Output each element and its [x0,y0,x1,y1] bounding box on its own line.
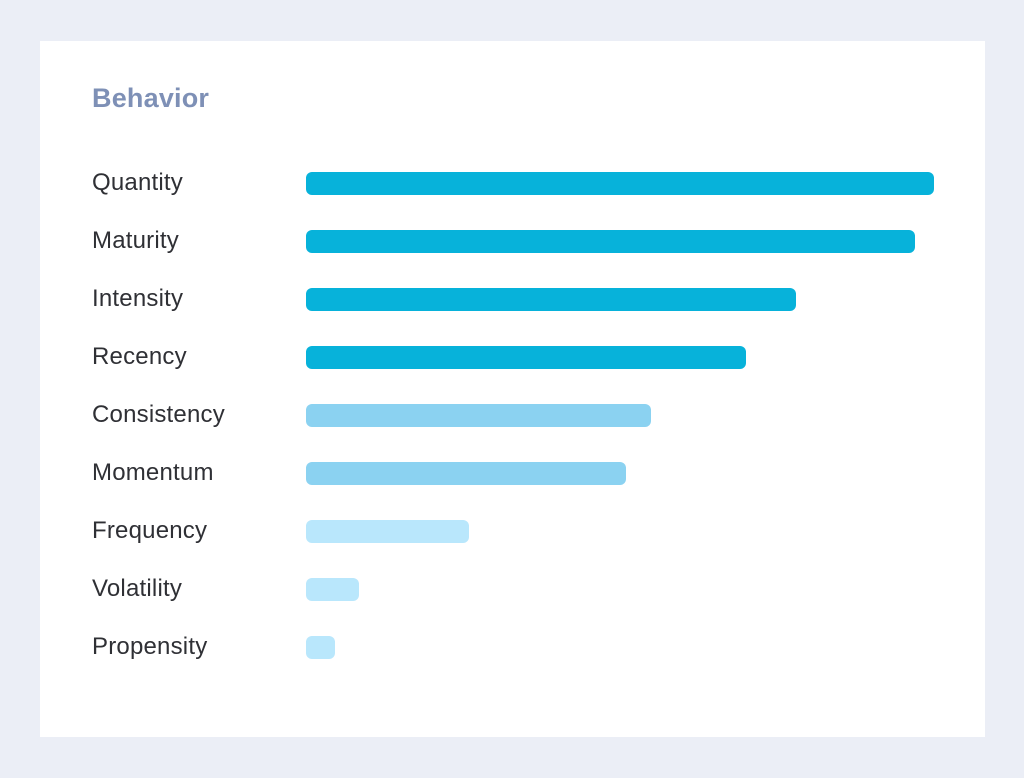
bar [306,519,470,543]
bar-track [306,345,934,369]
bar [306,577,360,601]
chart-row: Frequency [92,502,933,560]
category-label: Volatility [92,575,183,602]
bar [306,171,934,195]
category-label: Frequency [92,517,208,544]
bar [306,287,796,311]
category-label: Propensity [92,633,208,660]
bar-track [306,519,934,543]
category-label: Momentum [92,459,214,486]
behavior-card: Behavior Quantity Maturity Intensity Rec… [40,41,985,737]
bar-track [306,635,934,659]
bar [306,635,335,659]
chart-row: Consistency [92,386,933,444]
chart-row: Maturity [92,212,933,270]
chart-row: Quantity [92,154,934,212]
category-label: Intensity [92,285,184,312]
chart-row: Recency [92,328,933,386]
bar-track [306,403,934,427]
bar [306,229,916,253]
bar-track [306,461,934,485]
chart-row: Propensity [92,618,933,676]
bar-track [306,577,934,601]
bar-track [306,171,934,195]
chart-row: Intensity [92,270,933,328]
bar-track [306,287,934,311]
category-label: Consistency [92,401,225,428]
chart-row: Volatility [92,560,933,618]
bar [306,403,652,427]
chart-rows: Quantity Maturity Intensity Recency Cons… [92,154,934,676]
bar-track [306,229,934,253]
bar [306,345,746,369]
bar [306,461,627,485]
chart-title: Behavior [92,83,210,113]
category-label: Recency [92,343,187,370]
chart-row: Momentum [92,444,933,502]
category-label: Maturity [92,227,179,254]
category-label: Quantity [92,169,183,196]
